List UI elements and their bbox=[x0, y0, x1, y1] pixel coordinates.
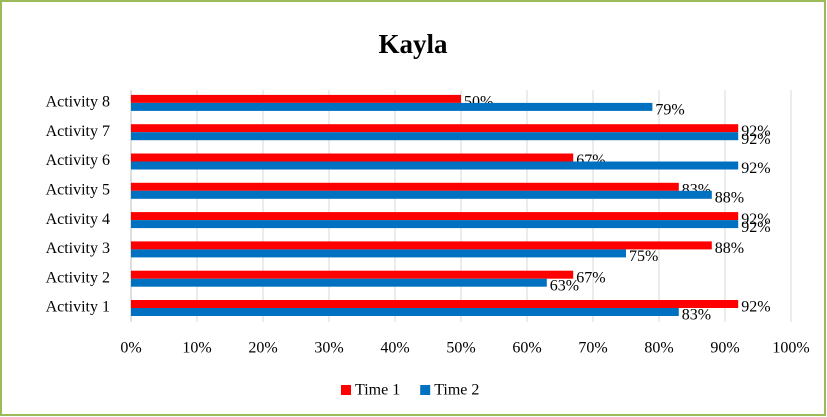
bar bbox=[131, 102, 653, 111]
bar bbox=[131, 220, 739, 229]
y-tick-label: Activity 5 bbox=[46, 181, 110, 198]
data-label: 92% bbox=[741, 211, 770, 228]
data-label: 67% bbox=[576, 269, 605, 286]
bar bbox=[131, 249, 626, 258]
x-tick-label: 90% bbox=[710, 340, 739, 357]
data-label: 92% bbox=[741, 123, 770, 140]
bar bbox=[131, 161, 739, 170]
bar bbox=[131, 270, 574, 279]
legend-swatch bbox=[341, 385, 351, 395]
x-tick-label: 60% bbox=[512, 340, 541, 357]
bar bbox=[131, 132, 739, 141]
data-label: 83% bbox=[682, 307, 711, 324]
y-tick-label: Activity 1 bbox=[46, 299, 110, 316]
x-tick-label: 20% bbox=[248, 340, 277, 357]
x-tick-label: 0% bbox=[120, 340, 141, 357]
data-label: 63% bbox=[550, 277, 579, 294]
x-tick-label: 80% bbox=[644, 340, 673, 357]
bar bbox=[131, 94, 461, 103]
y-tick-label: Activity 2 bbox=[46, 269, 110, 286]
y-tick-label: Activity 7 bbox=[46, 123, 110, 140]
x-tick-label: 40% bbox=[380, 340, 409, 357]
bar bbox=[131, 300, 739, 308]
data-label: 75% bbox=[629, 248, 658, 265]
legend-label: Time 1 bbox=[355, 382, 400, 399]
bar bbox=[131, 190, 712, 199]
data-label: 92% bbox=[741, 160, 770, 177]
bar bbox=[131, 182, 679, 191]
y-tick-label: Activity 8 bbox=[46, 94, 110, 111]
x-tick-label: 10% bbox=[182, 340, 211, 357]
x-tick-label: 70% bbox=[578, 340, 607, 357]
bar bbox=[131, 308, 679, 316]
data-label: 79% bbox=[655, 102, 684, 119]
bar bbox=[131, 153, 574, 162]
data-label: 92% bbox=[741, 219, 770, 236]
x-tick-label: 30% bbox=[314, 340, 343, 357]
y-tick-label: Activity 6 bbox=[46, 152, 110, 169]
chart-title: Kayla bbox=[378, 29, 448, 59]
y-tick-label: Activity 4 bbox=[46, 211, 110, 228]
x-tick-label: 50% bbox=[446, 340, 475, 357]
bar bbox=[131, 124, 739, 133]
legend-label: Time 2 bbox=[434, 382, 479, 399]
data-label: 88% bbox=[715, 189, 744, 206]
data-label: 92% bbox=[741, 299, 770, 316]
x-tick-label: 100% bbox=[772, 340, 809, 357]
bar bbox=[131, 241, 712, 250]
data-label: 92% bbox=[741, 131, 770, 148]
legend-swatch bbox=[420, 385, 431, 395]
y-tick-label: Activity 3 bbox=[46, 240, 110, 257]
bar bbox=[131, 278, 547, 287]
data-label: 88% bbox=[715, 240, 744, 257]
bar bbox=[131, 212, 739, 221]
